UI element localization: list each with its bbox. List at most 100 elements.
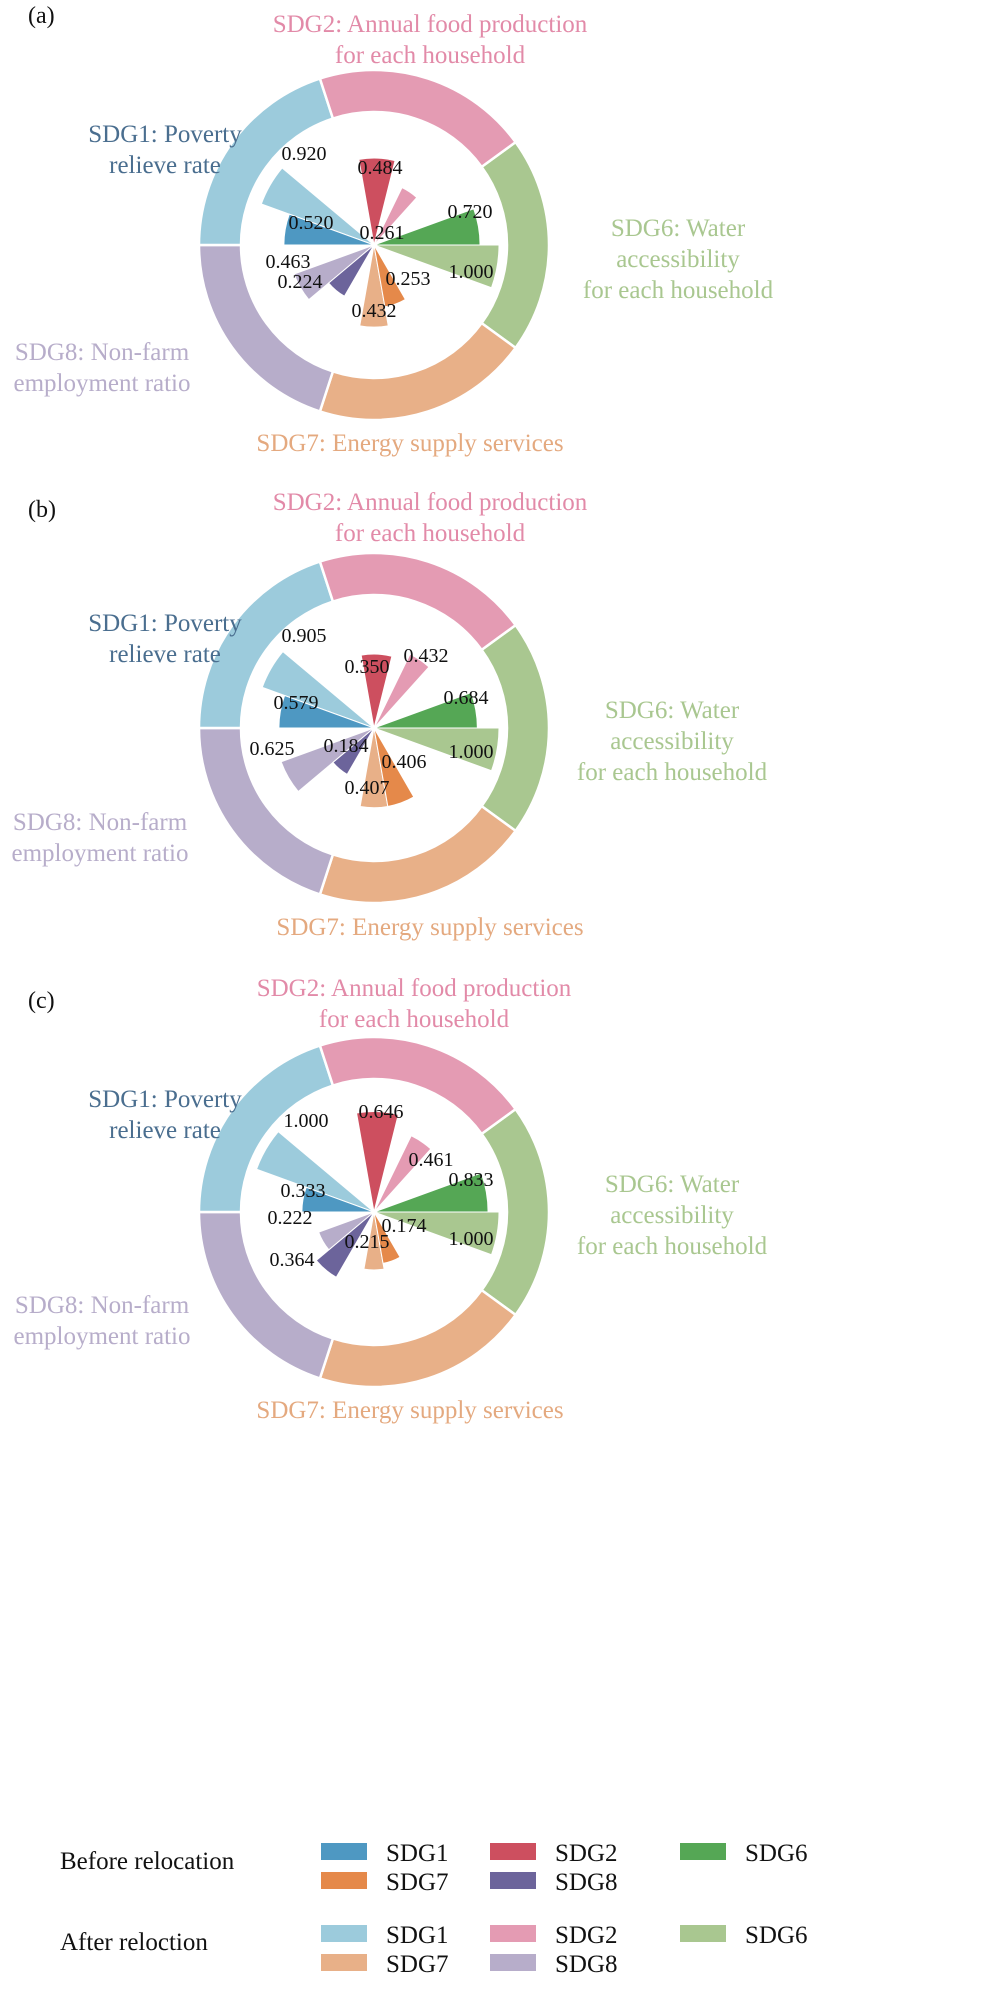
bar-before-sdg6	[373, 208, 481, 246]
bar-after-sdg2	[373, 1135, 432, 1213]
bar-before-sdg2	[360, 653, 393, 729]
bar-after-sdg6	[373, 244, 500, 289]
category-label-sdg2: SDG2: Annual food production	[273, 489, 588, 516]
value-label-before-sdg7: 0.406	[382, 751, 427, 773]
ring-segment-sdg7	[318, 1288, 518, 1389]
bar-before-sdg2	[358, 157, 396, 246]
value-label-before-sdg2: 0.350	[345, 656, 390, 678]
category-label-sdg8: SDG8: Non-farm	[15, 1292, 190, 1319]
bar-after-sdg8	[293, 244, 375, 301]
bar-after-sdg2	[373, 653, 430, 729]
ring-segment-sdg2	[318, 1035, 518, 1136]
bar-after-sdg1	[260, 167, 375, 246]
bar-after-sdg2	[373, 186, 418, 246]
category-label-sdg6: for each household	[577, 759, 768, 786]
legend-swatch-after-sdg2	[490, 1925, 536, 1942]
legend-title-after: After reloction	[60, 1929, 208, 1956]
value-label-before-sdg7: 0.253	[386, 268, 431, 290]
bar-before-sdg8	[327, 244, 375, 297]
category-label-sdg6: SDG6: Water	[611, 215, 746, 242]
value-label-after-sdg8: 0.463	[266, 251, 311, 273]
bar-after-sdg1	[261, 650, 375, 729]
value-label-after-sdg6: 1.000	[449, 1228, 494, 1250]
legend-swatch-before-sdg7	[321, 1872, 367, 1889]
category-label-sdg1: SDG1: Poverty	[88, 610, 242, 637]
category-label-sdg7: SDG7: Energy supply services	[256, 430, 563, 457]
ring-segment-sdg2	[318, 68, 518, 169]
bar-before-sdg1	[283, 213, 375, 246]
value-label-before-sdg2: 0.646	[359, 1101, 404, 1123]
bar-before-sdg1	[278, 694, 375, 729]
value-label-before-sdg6: 0.720	[448, 201, 493, 223]
bar-before-sdg2	[355, 1111, 399, 1213]
legend-swatch-before-sdg2	[490, 1843, 536, 1860]
value-label-before-sdg1: 0.520	[289, 212, 334, 234]
category-label-sdg6: for each household	[577, 1233, 768, 1260]
value-label-before-sdg7: 0.174	[382, 1215, 427, 1237]
bar-after-sdg7	[359, 244, 389, 328]
legend-label-after-sdg6: SDG6	[745, 1922, 808, 1949]
legend-label-after-sdg8: SDG8	[555, 1951, 618, 1978]
panel-a: 1.000 0.432 0.463 0.920 0.261 0.720 0.253 0.224…	[13, 3, 773, 457]
legend-label-before-sdg6: SDG6	[745, 1840, 808, 1867]
value-label-before-sdg6: 0.833	[449, 1169, 494, 1191]
value-label-before-sdg6: 0.684	[444, 687, 489, 709]
category-label-sdg8: employment ratio	[11, 840, 188, 867]
value-label-before-sdg8: 0.184	[324, 735, 369, 757]
legend: Before relocation SDG1 SDG2 SDG6 SDG7 SDG8 Aft…	[60, 1840, 808, 1978]
bar-before-sdg8	[315, 1211, 375, 1278]
bar-before-sdg1	[301, 1186, 375, 1213]
value-label-after-sdg2: 0.461	[409, 1149, 454, 1171]
value-label-after-sdg6: 1.000	[449, 261, 494, 283]
value-label-after-sdg7: 0.407	[345, 777, 390, 799]
value-label-after-sdg8: 0.625	[250, 738, 295, 760]
category-label-sdg6: accessibility	[616, 246, 740, 273]
category-label-sdg2: for each household	[335, 520, 526, 547]
ring-segment-sdg8	[197, 1210, 335, 1381]
category-label-sdg1: SDG1: Poverty	[88, 121, 242, 148]
bar-after-sdg6	[373, 727, 500, 772]
panel-label: (b)	[28, 497, 56, 523]
legend-swatch-before-sdg1	[321, 1843, 367, 1860]
legend-label-before-sdg2: SDG2	[555, 1840, 618, 1867]
legend-label-after-sdg1: SDG1	[386, 1922, 449, 1949]
value-label-after-sdg8: 0.222	[268, 1207, 313, 1229]
category-label-sdg7: SDG7: Energy supply services	[256, 1397, 563, 1424]
category-label-sdg6: SDG6: Water	[605, 1171, 740, 1198]
ring-segment-sdg2	[318, 551, 518, 652]
bar-before-sdg7	[373, 1211, 401, 1264]
panel-b: 1.000 0.407 0.625 0.905 0.432 0.684 0.406 0.184…	[11, 489, 767, 941]
value-label-before-sdg2: 0.484	[358, 157, 403, 179]
ring-segment-sdg7	[318, 804, 518, 905]
category-label-sdg7: SDG7: Energy supply services	[276, 914, 583, 941]
bar-after-sdg7	[363, 1211, 385, 1271]
panel-label: (c)	[28, 988, 55, 1014]
value-label-after-sdg2: 0.432	[404, 645, 449, 667]
category-label-sdg2: for each household	[335, 42, 526, 69]
bar-after-sdg8	[280, 727, 375, 793]
value-label-after-sdg6: 1.000	[449, 741, 494, 763]
legend-swatch-after-sdg6	[680, 1925, 726, 1942]
category-label-sdg8: employment ratio	[13, 370, 190, 397]
bar-before-sdg6	[373, 1172, 489, 1213]
category-label-sdg6: for each household	[583, 277, 774, 304]
value-label-before-sdg8: 0.364	[270, 1249, 315, 1271]
legend-title-before: Before relocation	[60, 1848, 235, 1875]
category-label-sdg2: for each household	[319, 1006, 510, 1033]
bar-before-sdg7	[373, 727, 415, 808]
category-label-sdg2: SDG2: Annual food production	[273, 11, 588, 38]
category-label-sdg1: relieve rate	[109, 152, 221, 179]
bar-before-sdg8	[332, 727, 375, 776]
value-label-before-sdg8: 0.224	[278, 271, 323, 293]
value-label-after-sdg1: 1.000	[284, 1110, 329, 1132]
category-label-sdg1: SDG1: Poverty	[88, 1086, 242, 1113]
value-label-after-sdg1: 0.920	[282, 143, 327, 165]
value-label-after-sdg2: 0.261	[360, 222, 405, 244]
category-label-sdg6: accessibility	[610, 728, 734, 755]
bar-after-sdg6	[373, 1211, 500, 1256]
category-label-sdg8: employment ratio	[13, 1323, 190, 1350]
bar-after-sdg1	[255, 1130, 375, 1213]
category-label-sdg1: relieve rate	[109, 1117, 221, 1144]
value-label-before-sdg1: 0.333	[281, 1180, 326, 1202]
